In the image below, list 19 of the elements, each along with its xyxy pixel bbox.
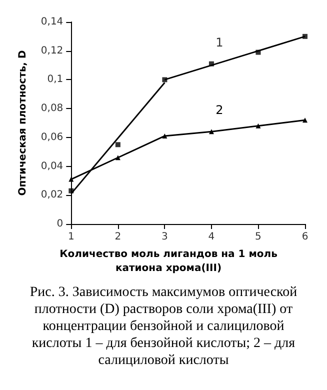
x-tick-label: 4 <box>208 232 215 242</box>
x-tick-label: 6 <box>302 232 308 242</box>
x-tick-label: 5 <box>255 232 262 242</box>
x-tick-label: 2 <box>114 232 122 242</box>
y-axis-title: Оптическая плотность, D <box>18 50 28 196</box>
series-label: 2 <box>216 103 224 118</box>
y-tick-label: 0,14 <box>40 16 64 28</box>
x-tick-label: 3 <box>162 232 168 242</box>
x-tick-label: 1 <box>68 232 74 242</box>
y-tick-label: 0,08 <box>40 103 64 114</box>
series-label: 1 <box>216 35 224 50</box>
text: Рис. 3. Зависимость максимумов оптической плотности (D) растворов соли хрома(III) от концентрации бензойной и салициловой кислоты 1 – для бензойной кислоты; 2 – для салициловой кислоты <box>28 284 298 369</box>
x-axis-title: Количество моль лигандов на 1 моль катиона хрома(III) <box>58 248 278 276</box>
y-tick-label: 0,1 <box>47 74 64 86</box>
y-tick-label: 0,02 <box>40 190 64 201</box>
y-tick-label: 0,12 <box>40 45 64 56</box>
y-tick-label: 0 <box>56 218 64 230</box>
y-tick-label: 0,04 <box>40 160 64 172</box>
y-tick-label: 0,06 <box>40 132 64 143</box>
